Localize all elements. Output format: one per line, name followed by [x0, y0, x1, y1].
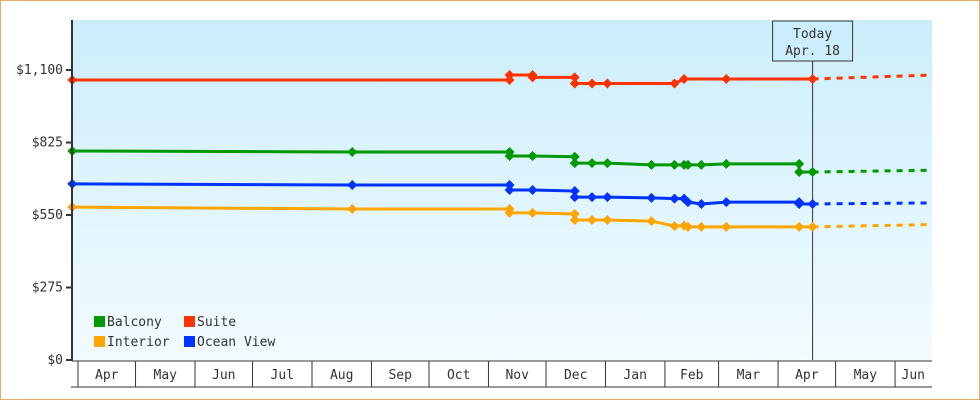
data-point-suite [679, 74, 690, 85]
forecast-line-interior [812, 223, 932, 229]
data-point-ocean-view [721, 197, 732, 208]
data-point-interior [646, 216, 657, 227]
data-point-ocean-view [569, 186, 580, 197]
data-point-interior [721, 221, 732, 232]
data-point-balcony [794, 167, 805, 178]
x-month-label: Dec [564, 368, 587, 383]
x-month-label: Aug [330, 368, 353, 383]
data-point-ocean-view [602, 192, 613, 203]
plot-area [72, 20, 932, 360]
y-tick-label: $1,100 [16, 63, 63, 78]
data-point-ocean-view [504, 179, 515, 190]
data-point-suite [721, 74, 732, 85]
data-point-ocean-view [504, 184, 515, 195]
legend-label-balcony: Balcony [107, 315, 162, 330]
today-date: Apr. 18 [785, 44, 840, 59]
data-point-balcony [504, 150, 515, 161]
data-point-interior [669, 221, 680, 232]
data-point-ocean-view [682, 197, 693, 208]
data-point-suite [587, 78, 598, 89]
data-point-interior [587, 215, 598, 226]
forecast-line-balcony [812, 168, 932, 174]
data-point-interior [682, 221, 693, 232]
forecast-line-suite [812, 73, 932, 81]
data-point-suite [569, 78, 580, 89]
data-point-balcony [569, 151, 580, 162]
y-tick-label: $275 [32, 281, 63, 296]
data-point-suite [527, 72, 538, 83]
x-month-label: Jan [623, 368, 646, 383]
forecast-line-ocean-view [812, 201, 932, 206]
today-box [772, 20, 854, 62]
x-month-label: May [854, 368, 878, 383]
x-month-label: Oct [447, 368, 470, 383]
data-point-suite [807, 74, 818, 85]
data-point-interior [569, 215, 580, 226]
legend-swatch-ocean-view [184, 336, 195, 347]
y-tick-label: $550 [32, 208, 63, 223]
x-month-label: Apr [795, 368, 819, 383]
x-month-label: Sep [388, 368, 412, 383]
data-point-balcony [527, 150, 538, 161]
data-point-ocean-view [669, 193, 680, 204]
legend-label-suite: Suite [197, 315, 236, 330]
data-point-balcony [669, 159, 680, 170]
data-point-balcony [646, 159, 657, 170]
legend-swatch-suite [184, 316, 195, 327]
data-point-ocean-view [794, 198, 805, 209]
data-point-interior [527, 207, 538, 218]
data-point-suite [602, 78, 613, 89]
data-point-suite [569, 72, 580, 83]
legend-label-interior: Interior [107, 335, 170, 350]
data-point-balcony [721, 158, 732, 169]
y-tick-label: $825 [32, 136, 63, 151]
data-point-ocean-view [646, 192, 657, 203]
x-month-label: May [154, 368, 178, 383]
y-tick-label: $0 [47, 353, 63, 368]
today-label: Today [793, 27, 832, 42]
x-month-label: Jun [902, 368, 925, 383]
data-point-balcony [587, 158, 598, 169]
data-point-suite [504, 70, 515, 81]
data-point-suite [504, 75, 515, 86]
data-point-ocean-view [587, 192, 598, 203]
data-point-ocean-view [347, 179, 358, 190]
data-point-ocean-view [696, 198, 707, 209]
data-point-balcony [794, 158, 805, 169]
x-month-label: Jun [212, 368, 235, 383]
x-month-label: Feb [680, 368, 704, 383]
legend-label-ocean-view: Ocean View [197, 335, 275, 350]
legend-swatch-balcony [94, 316, 105, 327]
data-point-interior [602, 215, 613, 226]
data-point-ocean-view [569, 192, 580, 203]
data-point-balcony [696, 159, 707, 170]
data-point-balcony [602, 158, 613, 169]
data-point-interior [504, 207, 515, 218]
data-point-balcony [347, 147, 358, 158]
data-point-interior [794, 221, 805, 232]
data-point-interior [569, 208, 580, 219]
data-point-suite [669, 78, 680, 89]
data-point-interior [347, 203, 358, 214]
data-point-balcony [569, 158, 580, 169]
x-month-label: Mar [737, 368, 761, 383]
x-month-label: Jul [271, 368, 294, 383]
x-month-label: Nov [505, 368, 529, 383]
data-point-interior [696, 221, 707, 232]
data-point-ocean-view [527, 184, 538, 195]
data-point-ocean-view [807, 198, 818, 209]
data-point-balcony [807, 167, 818, 178]
data-point-interior [807, 221, 818, 232]
legend-swatch-interior [94, 336, 105, 347]
x-month-label: Apr [95, 368, 119, 383]
data-point-balcony [682, 159, 693, 170]
